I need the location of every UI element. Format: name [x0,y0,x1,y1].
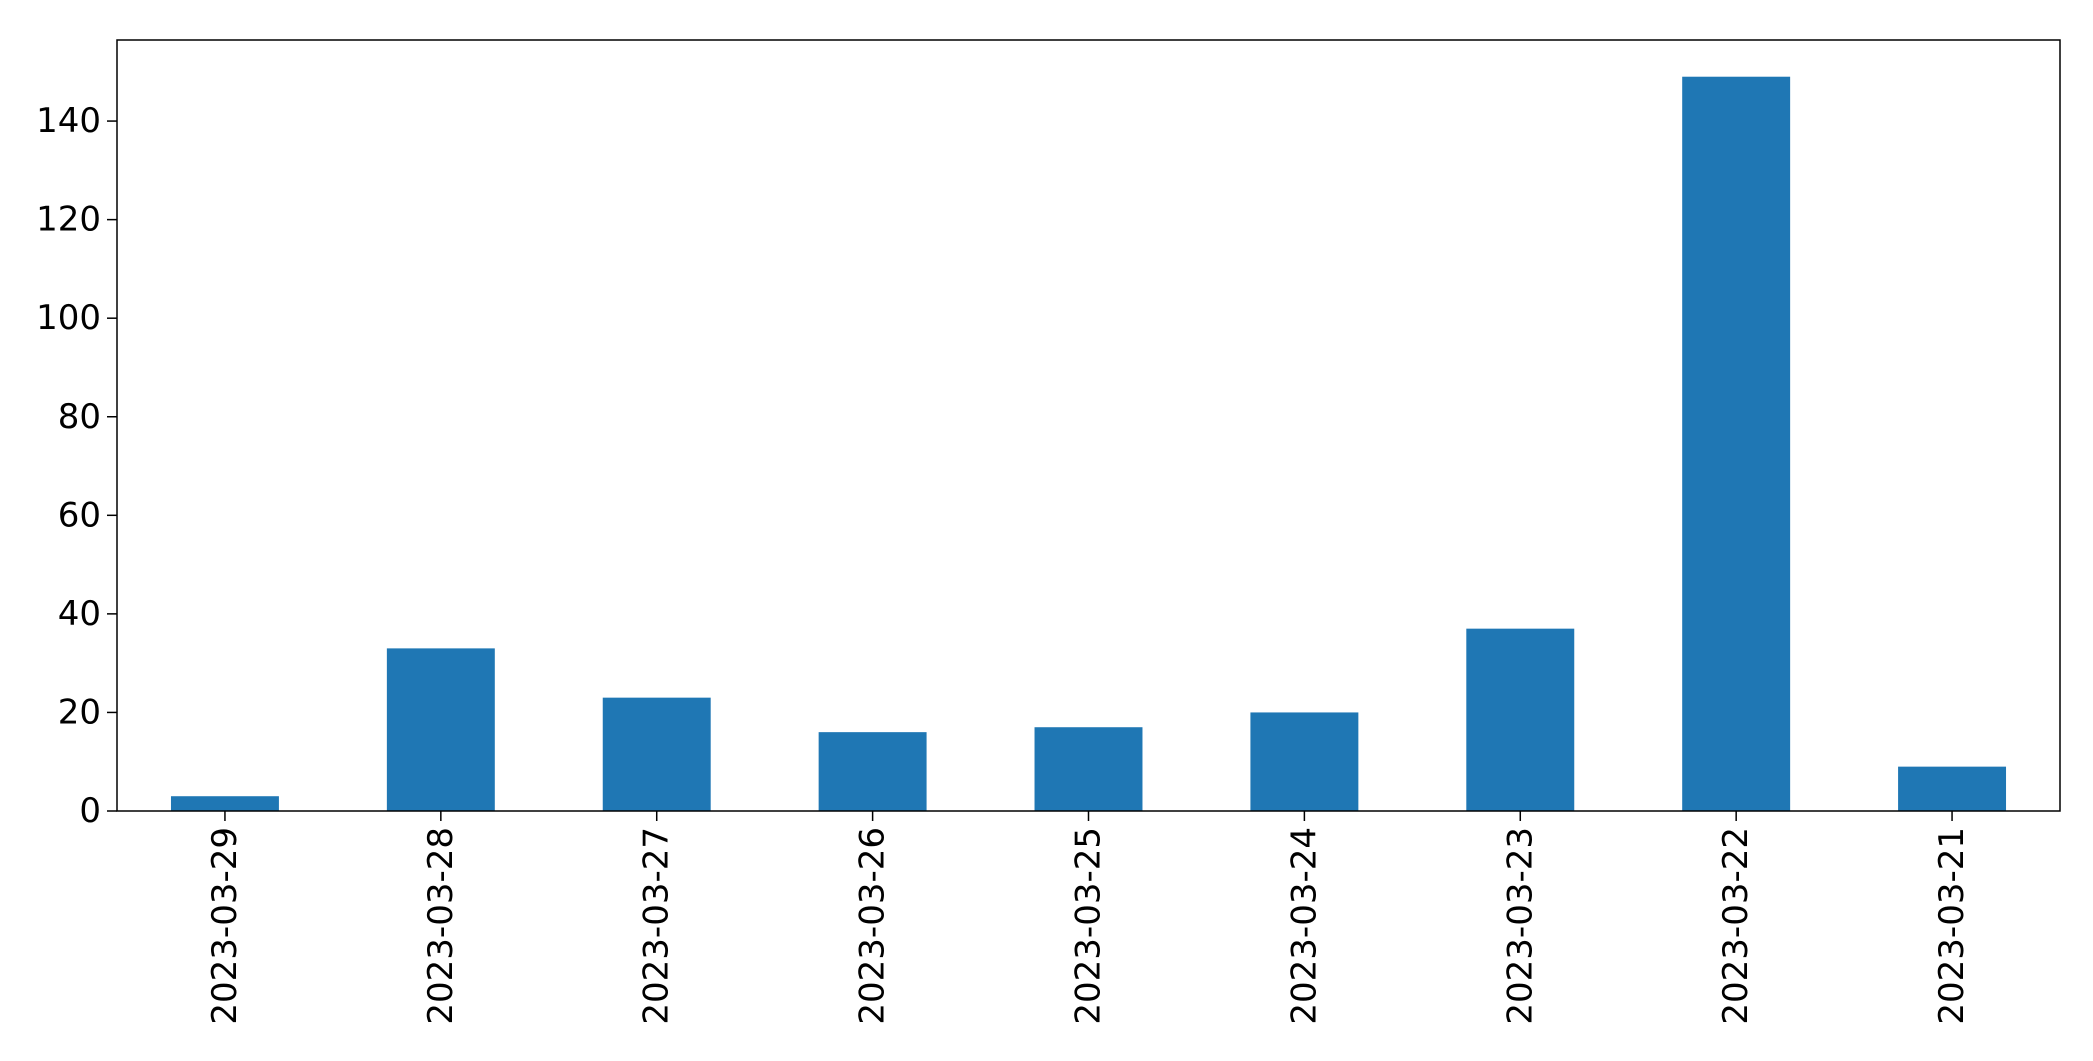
bar-2023-03-23 [1466,628,1575,811]
bar-2023-03-22 [1682,76,1791,811]
y-tick-label: 20 [58,692,101,732]
x-tick-label: 2023-03-27 [637,827,677,1025]
y-tick-label: 140 [36,101,101,141]
y-tick-label: 80 [58,397,101,437]
bars-group [170,76,2007,811]
bar-2023-03-28 [386,648,495,811]
x-tick-label: 2023-03-26 [853,827,893,1025]
x-tick-label: 2023-03-25 [1069,827,1109,1025]
x-tick-label: 2023-03-28 [421,827,461,1025]
x-tick-label: 2023-03-29 [205,827,245,1025]
y-tick-label: 40 [58,594,101,634]
y-axis: 0 20 40 60 80 100 120 140 [36,101,117,831]
x-tick-label: 2023-03-24 [1284,827,1324,1025]
x-axis: 2023-03-29 2023-03-28 2023-03-27 2023-03-26… [205,811,1972,1025]
bar-2023-03-26 [818,732,927,811]
bar-2023-03-25 [1034,727,1143,811]
y-tick-label: 100 [36,298,101,338]
x-tick-label: 2023-03-23 [1500,827,1540,1025]
x-tick-label: 2023-03-21 [1932,827,1972,1025]
y-tick-label: 60 [58,495,101,535]
bar-2023-03-21 [1898,766,2007,811]
plot-area-frame [116,39,2061,812]
y-tick-label: 120 [36,200,101,240]
bar-2023-03-24 [1250,712,1359,811]
x-tick-label: 2023-03-22 [1716,827,1756,1025]
y-tick-label: 0 [79,791,101,831]
bar-2023-03-27 [602,697,711,811]
bar-2023-03-29 [170,796,279,811]
